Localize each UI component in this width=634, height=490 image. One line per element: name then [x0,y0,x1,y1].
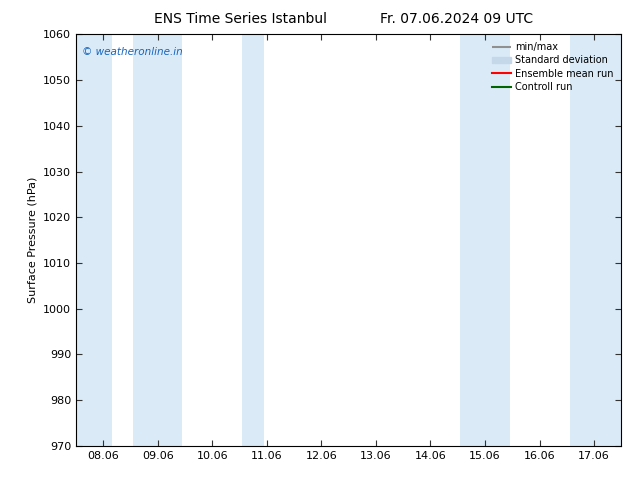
Bar [569,34,621,446]
Text: © weatheronline.in: © weatheronline.in [82,47,183,57]
Y-axis label: Surface Pressure (hPa): Surface Pressure (hPa) [27,177,37,303]
Bar [242,34,264,446]
Bar [76,34,112,446]
Text: Fr. 07.06.2024 09 UTC: Fr. 07.06.2024 09 UTC [380,12,533,26]
Bar [460,34,510,446]
Legend: min/max, Standard deviation, Ensemble mean run, Controll run: min/max, Standard deviation, Ensemble me… [489,39,616,95]
Bar [133,34,183,446]
Text: ENS Time Series Istanbul: ENS Time Series Istanbul [155,12,327,26]
